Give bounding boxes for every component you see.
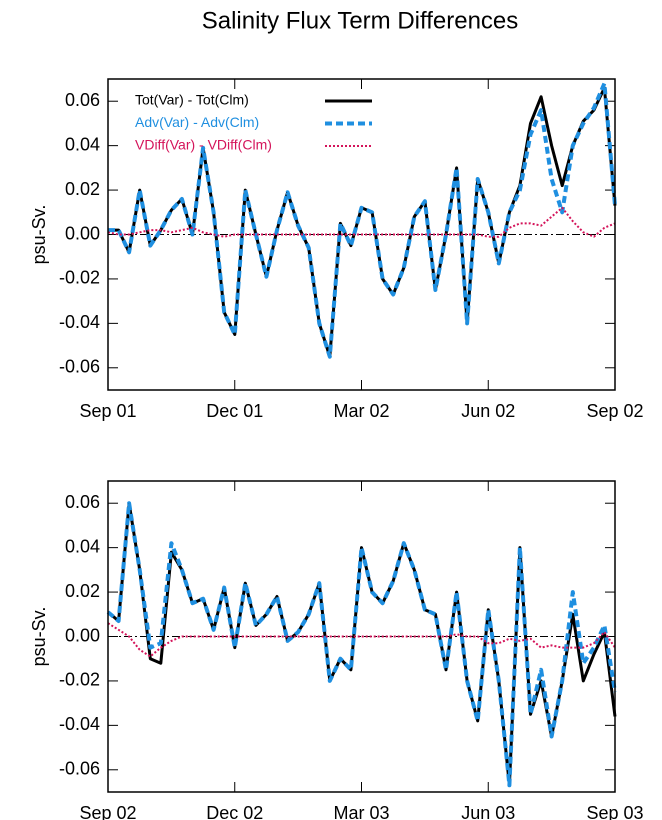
- x-tick-label: Sep 03: [586, 803, 643, 820]
- legend-label: Tot(Var) - Tot(Clm): [135, 92, 249, 108]
- y-tick-label: 0.04: [65, 134, 100, 154]
- legend-label: VDiff(Var) - VDiff(Clm): [135, 137, 272, 153]
- y-tick-label: -0.02: [59, 268, 100, 288]
- y-tick-label: -0.04: [59, 714, 100, 734]
- y-tick-label: -0.06: [59, 759, 100, 779]
- chart-title: Salinity Flux Term Differences: [202, 7, 519, 34]
- y-tick-label: -0.02: [59, 670, 100, 690]
- x-tick-label: Sep 02: [79, 803, 136, 820]
- x-tick-label: Jun 03: [461, 803, 515, 820]
- y-tick-label: 0.06: [65, 492, 100, 512]
- y-tick-label: 0.04: [65, 536, 100, 556]
- y-tick-label: 0.00: [65, 625, 100, 645]
- x-tick-label: Sep 01: [79, 401, 136, 421]
- x-tick-label: Sep 02: [586, 401, 643, 421]
- legend-label: Adv(Var) - Adv(Clm): [135, 114, 259, 130]
- series-line: [107, 206, 616, 238]
- y-tick-label: -0.06: [59, 357, 100, 377]
- series-line: [107, 622, 616, 658]
- x-tick-label: Mar 03: [333, 803, 389, 820]
- x-tick-label: Dec 02: [206, 803, 263, 820]
- series-line: [108, 81, 617, 359]
- series-line: [107, 501, 617, 787]
- y-tick-label: 0.02: [65, 179, 100, 199]
- x-tick-label: Dec 01: [206, 401, 263, 421]
- y-axis-label: psu-Sv.: [29, 607, 49, 667]
- plot-frame: [107, 480, 616, 793]
- x-tick-label: Jun 02: [461, 401, 515, 421]
- x-tick-label: Mar 02: [333, 401, 389, 421]
- y-tick-label: 0.06: [65, 90, 100, 110]
- y-tick-label: 0.02: [65, 581, 100, 601]
- y-tick-label: -0.04: [59, 312, 100, 332]
- y-tick-label: 0.00: [65, 223, 100, 243]
- series-line: [106, 501, 617, 788]
- plot-frame: [107, 78, 616, 391]
- y-axis-label: psu-Sv.: [29, 205, 49, 265]
